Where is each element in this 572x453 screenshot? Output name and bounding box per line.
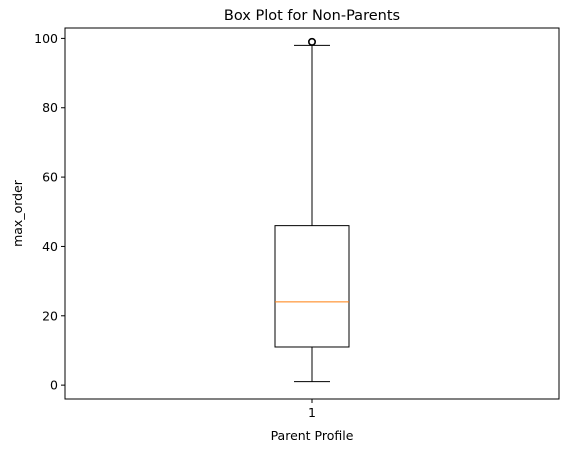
y-tick-label: 40 bbox=[42, 239, 58, 254]
x-axis-label: Parent Profile bbox=[271, 428, 354, 443]
y-tick-label: 0 bbox=[50, 378, 58, 393]
y-axis-label: max_order bbox=[10, 179, 25, 247]
y-tick-label: 100 bbox=[34, 31, 58, 46]
outlier-point bbox=[307, 37, 316, 46]
y-tick-label: 20 bbox=[42, 308, 58, 323]
chart-title: Box Plot for Non-Parents bbox=[224, 8, 400, 24]
y-tick-label: 80 bbox=[42, 100, 58, 115]
y-axis: 0 20 40 60 80 100 bbox=[34, 31, 65, 393]
box-series bbox=[274, 37, 350, 383]
y-tick-label: 60 bbox=[42, 170, 58, 185]
iqr-box bbox=[274, 225, 350, 348]
x-tick-label: 1 bbox=[308, 405, 316, 420]
x-axis: 1 bbox=[308, 399, 316, 420]
